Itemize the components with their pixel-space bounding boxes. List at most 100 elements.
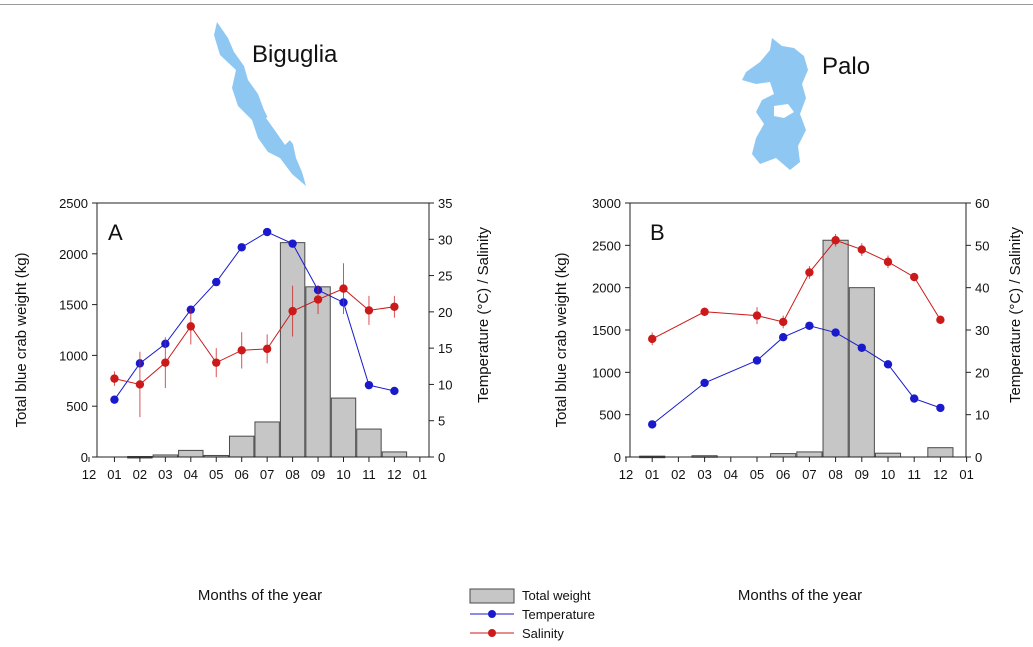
bar-total-weight [228,435,255,458]
line-temperature [114,231,395,400]
point-salinity [364,306,374,315]
point-temperature [237,243,246,252]
x-tick-label: 11 [362,467,376,482]
y-tick-label-left: 0 [614,450,621,465]
x-tick-label: 11 [907,467,921,482]
y-tick-label-left: 2000 [59,247,88,262]
y-tick-label-left: 1500 [59,298,88,313]
x-tick-label: 12 [933,467,947,482]
x-tick-label: 07 [802,467,816,482]
plot-frame-a [96,202,430,458]
point-salinity [648,334,657,344]
x-tick-label: 04 [184,467,198,482]
x-tick-label: 01 [645,467,659,482]
y-axis-left-a: 0 500 1000 1500 2000 2500 [59,196,97,465]
point-salinity [288,306,297,316]
point-temperature [936,403,945,413]
legend-label-temperature: Temperature [522,607,595,622]
bar-total-weight [254,421,280,458]
point-temperature [752,356,762,365]
point-salinity [237,346,246,355]
point-salinity [779,317,788,327]
point-temperature [700,378,709,388]
y-tick-label-right: 0 [438,450,445,465]
bar-total-weight [848,287,875,458]
y-axis-right-b: 0 10 20 30 40 50 60 [966,196,989,465]
x-tick-label: 12 [387,467,401,482]
bar-total-weight [381,451,408,458]
lines-b [648,233,945,429]
y-tick-label-left: 1000 [592,365,621,380]
point-salinity [212,358,221,367]
bar-total-weight [279,242,306,458]
point-temperature [779,332,788,342]
point-temperature [212,277,221,287]
x-tick-label: 01 [413,467,427,482]
x-tick-label: 02 [133,467,147,482]
x-tick-label: 03 [697,467,711,482]
y-tick-label-right: 5 [438,414,445,429]
x-tick-label: 05 [750,467,764,482]
x-axis-title-b: Months of the year [738,587,862,604]
x-tick-label: 06 [776,467,790,482]
point-temperature [110,395,119,404]
x-tick-label: 10 [881,467,895,482]
point-temperature [262,227,272,237]
lines-a [110,227,399,418]
legend-marker-salinity [488,629,496,637]
palo-lake-map-icon [742,38,808,170]
x-tick-label: 01 [107,467,121,482]
legend-label-salinity: Salinity [522,626,564,641]
lake-title-biguglia: Biguglia [252,41,338,68]
y-axis-left-b: 0 500 1000 1500 2000 2500 3000 [592,196,630,465]
line-salinity [114,288,395,385]
y-tick-label-right: 0 [975,450,982,465]
point-salinity [883,257,893,267]
point-salinity [936,315,945,325]
y-tick-label-right: 30 [975,323,989,338]
bar-total-weight [796,451,823,458]
x-tick-label: 08 [828,467,842,482]
x-axis-b: 12 01 02 03 04 05 06 07 08 09 10 11 12 01 [619,457,974,482]
x-tick-label: 03 [158,467,172,482]
line-salinity [651,239,941,340]
top-divider [0,4,1033,5]
bar-total-weight [927,447,954,458]
y-tick-label-right: 15 [438,341,452,356]
bar-total-weight [770,453,797,458]
y-axis-title-right-b: Temperature (°C) / Salinity [1007,226,1024,403]
x-tick-label: 12 [619,467,633,482]
line-temperature [651,325,941,425]
point-temperature [390,386,399,396]
panel-label-a: A [108,220,123,245]
x-tick-label: 10 [336,467,350,482]
y-tick-label-right: 20 [438,305,452,320]
panel-label-b: B [650,220,665,245]
y-tick-label-left: 500 [599,408,621,423]
point-temperature [831,328,840,337]
bars-a [127,242,408,459]
point-salinity [831,236,840,245]
bar-total-weight [822,239,849,458]
point-temperature [883,360,893,369]
bar-total-weight [178,449,204,458]
y-axis-title-left-b: Total blue crab weight (kg) [553,252,570,427]
x-tick-label: 09 [311,467,325,482]
y-tick-label-right: 20 [975,365,989,380]
y-tick-label-right: 60 [975,196,989,211]
x-tick-label: 06 [234,467,248,482]
point-temperature [648,420,657,429]
y-tick-label-right: 50 [975,238,989,253]
point-temperature [857,343,866,352]
point-salinity [161,358,170,367]
legend-marker-temperature [488,610,496,618]
legend: Total weight Temperature Salinity [469,588,595,641]
y-tick-label-right: 35 [438,196,452,211]
x-tick-label: 05 [209,467,223,482]
point-salinity [110,374,119,383]
y-tick-label-left: 500 [66,399,88,414]
